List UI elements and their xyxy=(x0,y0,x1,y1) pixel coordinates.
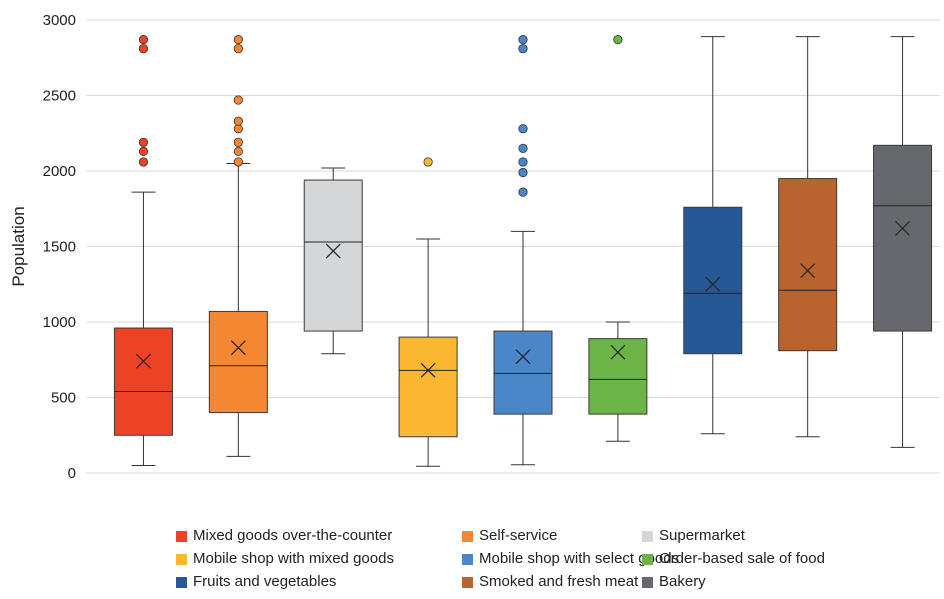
box-iqr xyxy=(398,336,458,438)
outlier-point xyxy=(423,157,433,167)
outlier-point xyxy=(233,44,243,54)
legend-item: Bakery xyxy=(642,571,842,593)
y-axis-title: Population xyxy=(9,206,28,286)
legend-swatch xyxy=(462,553,473,565)
y-tick-label: 2000 xyxy=(43,163,76,180)
legend-swatch xyxy=(642,530,653,542)
box-3 xyxy=(303,167,363,355)
box-iqr xyxy=(873,144,933,332)
y-tick-label: 0 xyxy=(68,465,76,482)
box-iqr xyxy=(588,338,648,415)
legend-label: Self-service xyxy=(479,527,558,544)
outlier-point xyxy=(233,116,243,126)
mean-marker xyxy=(610,344,626,360)
legend-label: Smoked and fresh meat xyxy=(479,573,639,590)
legend-swatch xyxy=(462,576,473,588)
outlier-point xyxy=(518,157,528,167)
legend-label: Supermarket xyxy=(659,527,745,544)
y-tick-label: 1000 xyxy=(43,314,76,331)
legend-label: Mobile shop with mixed goods xyxy=(193,550,394,567)
box-2 xyxy=(208,35,268,457)
legend-item: Order-based sale of food xyxy=(642,548,842,570)
outlier-point xyxy=(233,35,243,45)
box-plot-chart: 0 500 1000 1500 2000 2500 3000 Population xyxy=(9,12,940,482)
mean-marker xyxy=(420,362,436,378)
legend-item: Fruits and vegetables xyxy=(176,571,462,593)
box-9 xyxy=(873,36,933,448)
outlier-point xyxy=(613,35,623,45)
box-iqr xyxy=(778,178,838,352)
box-iqr xyxy=(113,327,173,436)
mean-marker xyxy=(895,220,910,236)
legend-label: Bakery xyxy=(659,573,706,590)
legend-swatch xyxy=(176,553,187,565)
mean-marker xyxy=(136,353,151,369)
y-tick-label: 500 xyxy=(51,390,76,407)
box-8 xyxy=(778,36,838,438)
box-iqr xyxy=(683,206,743,355)
mean-marker xyxy=(515,349,531,365)
legend-swatch xyxy=(462,530,473,542)
box-6 xyxy=(588,35,648,442)
legend-swatch xyxy=(642,576,653,588)
box-iqr xyxy=(303,179,363,332)
outlier-point xyxy=(233,137,243,147)
mean-marker xyxy=(325,243,341,259)
outlier-point xyxy=(138,146,149,156)
mean-marker xyxy=(705,276,721,292)
legend-item: Supermarket xyxy=(642,525,842,547)
box-4 xyxy=(398,157,458,467)
outlier-point xyxy=(518,124,528,134)
outlier-point xyxy=(233,146,243,156)
outlier-point xyxy=(233,124,243,134)
y-tick-label: 2500 xyxy=(43,88,76,105)
y-tick-labels: 0 500 1000 1500 2000 2500 3000 xyxy=(43,12,76,482)
mean-marker xyxy=(800,263,816,279)
mean-marker xyxy=(230,340,246,356)
y-tick-label: 3000 xyxy=(43,12,76,29)
outlier-point xyxy=(518,167,528,178)
box-iqr xyxy=(493,330,553,415)
legend-item: Mixed goods over-the-counter xyxy=(176,525,462,547)
box-7 xyxy=(683,36,743,435)
outlier-point xyxy=(233,95,243,105)
outlier-point xyxy=(138,44,149,54)
legend: Mixed goods over-the-counter Self-service… xyxy=(176,525,876,593)
legend-item: Self-service xyxy=(462,525,642,547)
legend-swatch xyxy=(176,530,187,542)
legend-label: Fruits and vegetables xyxy=(193,573,337,590)
legend-label: Mixed goods over-the-counter xyxy=(193,527,393,544)
outlier-point xyxy=(518,187,528,197)
outlier-point xyxy=(138,157,149,167)
legend-item: Mobile shop with select goods xyxy=(462,548,679,570)
outlier-point xyxy=(138,35,149,45)
legend-item: Mobile shop with mixed goods xyxy=(176,548,462,570)
box-1 xyxy=(113,35,173,466)
legend-label: Mobile shop with select goods xyxy=(479,550,680,567)
outlier-point xyxy=(518,44,528,54)
legend-label: Order-based sale of food xyxy=(659,550,825,567)
y-tick-label: 1500 xyxy=(43,239,76,256)
outlier-point xyxy=(518,35,528,45)
box-iqr xyxy=(208,310,268,414)
boxes xyxy=(113,35,933,467)
legend-item: Smoked and fresh meat xyxy=(462,571,642,593)
legend-swatch xyxy=(642,553,653,565)
outlier-point xyxy=(518,143,528,153)
box-5 xyxy=(493,35,553,466)
outlier-point xyxy=(138,137,149,147)
legend-swatch xyxy=(176,576,187,588)
outlier-point xyxy=(233,157,243,167)
